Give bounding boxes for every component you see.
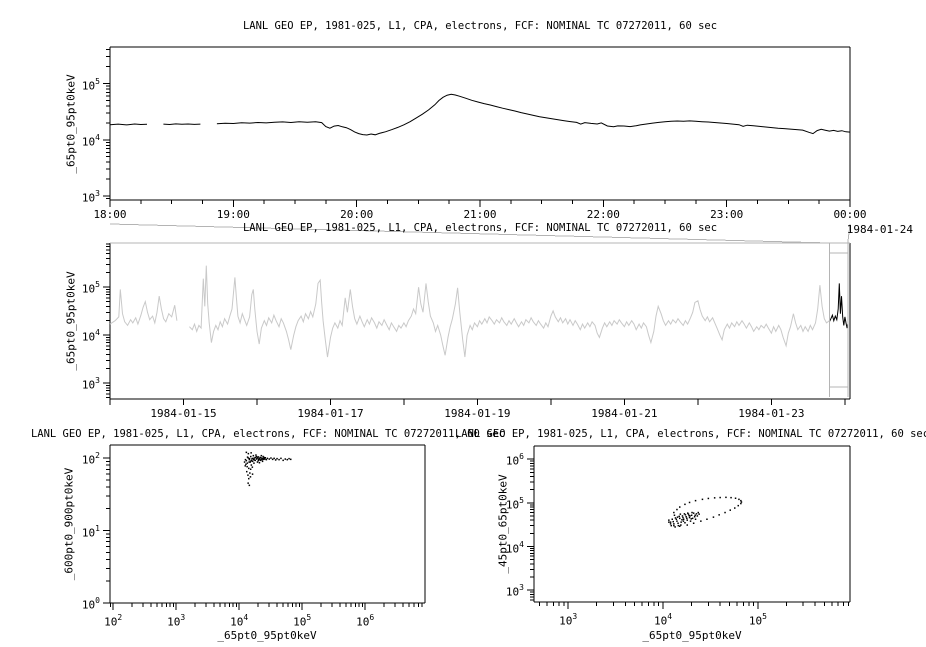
top-time-tick-label: 22:00 xyxy=(586,208,620,221)
context-y-tick-label: 104 xyxy=(81,328,100,344)
context-date-tick-label: 1984-01-19 xyxy=(444,407,511,420)
scatter-left-y-tick-label: 101 xyxy=(81,523,100,540)
scatter-left-x-tick-label: 104 xyxy=(230,613,249,629)
scatter-right-y-tick-label: 106 xyxy=(505,452,524,468)
scatter-left-x-tick-label: 105 xyxy=(293,613,312,629)
top-time-tick-label: 19:00 xyxy=(216,208,250,221)
scatter-left-y-axis-label: _600pt0_900pt0keV xyxy=(62,467,76,581)
context-date-tick-label: 1984-01-21 xyxy=(591,407,658,420)
scatter-left-y-tick-label: 102 xyxy=(81,451,100,467)
top-y-tick-label: 105 xyxy=(81,76,100,93)
scatter-right-title: LANL GEO EP, 1981-025, L1, CPA, electron… xyxy=(454,428,926,440)
context-panel-title: LANL GEO EP, 1981-025, L1, CPA, electron… xyxy=(242,222,718,234)
scatter-right-y-tick-label: 104 xyxy=(505,539,524,556)
context-date-tick-label: 1984-01-15 xyxy=(150,407,217,420)
context-y-tick-label: 103 xyxy=(81,376,100,392)
context-selection-box[interactable] xyxy=(828,242,849,397)
context-date-tick-label: 1984-01-17 xyxy=(297,407,364,420)
top-time-tick-label: 23:00 xyxy=(710,208,744,221)
context-panel xyxy=(103,242,851,405)
context-date-tick-label: 1984-01-23 xyxy=(738,407,805,420)
top-time-tick-label: 20:00 xyxy=(340,208,374,221)
scatter-left-title: LANL GEO EP, 1981-025, L1, CPA, electron… xyxy=(30,428,506,440)
top-time-tick-label: 18:00 xyxy=(93,208,127,221)
scatter-left-y-tick-label: 100 xyxy=(81,596,100,612)
top-panel xyxy=(103,46,851,207)
zoom-connector-lines xyxy=(109,223,851,244)
scatter-left-x-axis-label: _65pt0_95pt0keV xyxy=(217,629,317,642)
scatter-right-panel xyxy=(527,445,851,609)
context-y-tick-label: 105 xyxy=(81,280,100,296)
scatter-left-x-tick-label: 102 xyxy=(104,613,123,629)
top-time-tick-label: 21:00 xyxy=(463,208,497,221)
scatter-right-x-tick-label: 105 xyxy=(748,612,767,628)
scatter-left-panel xyxy=(103,444,426,610)
top-panel-title: LANL GEO EP, 1981-025, L1, CPA, electron… xyxy=(242,20,718,32)
scatter-left-x-tick-label: 103 xyxy=(167,613,186,629)
top-y-axis-label: _65pt0_95pt0keV xyxy=(64,74,78,174)
top-y-tick-label: 104 xyxy=(81,132,100,149)
top-time-tick-label: 00:00 xyxy=(833,208,867,221)
scatter-right-y-axis-label: _45pt0_65pt0keV xyxy=(496,474,510,574)
scatter-right-x-tick-label: 103 xyxy=(559,612,578,628)
scatter-right-x-tick-label: 104 xyxy=(654,612,673,628)
scatter-right-y-tick-label: 103 xyxy=(505,583,524,599)
scatter-right-plot-area[interactable] xyxy=(534,446,850,602)
context-y-axis-label: _65pt0_95pt0keV xyxy=(64,271,78,371)
top-axis-date-label: 1984-01-24 xyxy=(846,223,913,236)
top-y-tick-label: 103 xyxy=(81,189,100,205)
scatter-left-x-tick-label: 106 xyxy=(356,613,375,629)
scatter-left-plot-area[interactable] xyxy=(110,445,425,603)
scatter-right-x-axis-label: _65pt0_95pt0keV xyxy=(642,629,742,642)
scatter-right-y-tick-label: 105 xyxy=(505,495,524,512)
